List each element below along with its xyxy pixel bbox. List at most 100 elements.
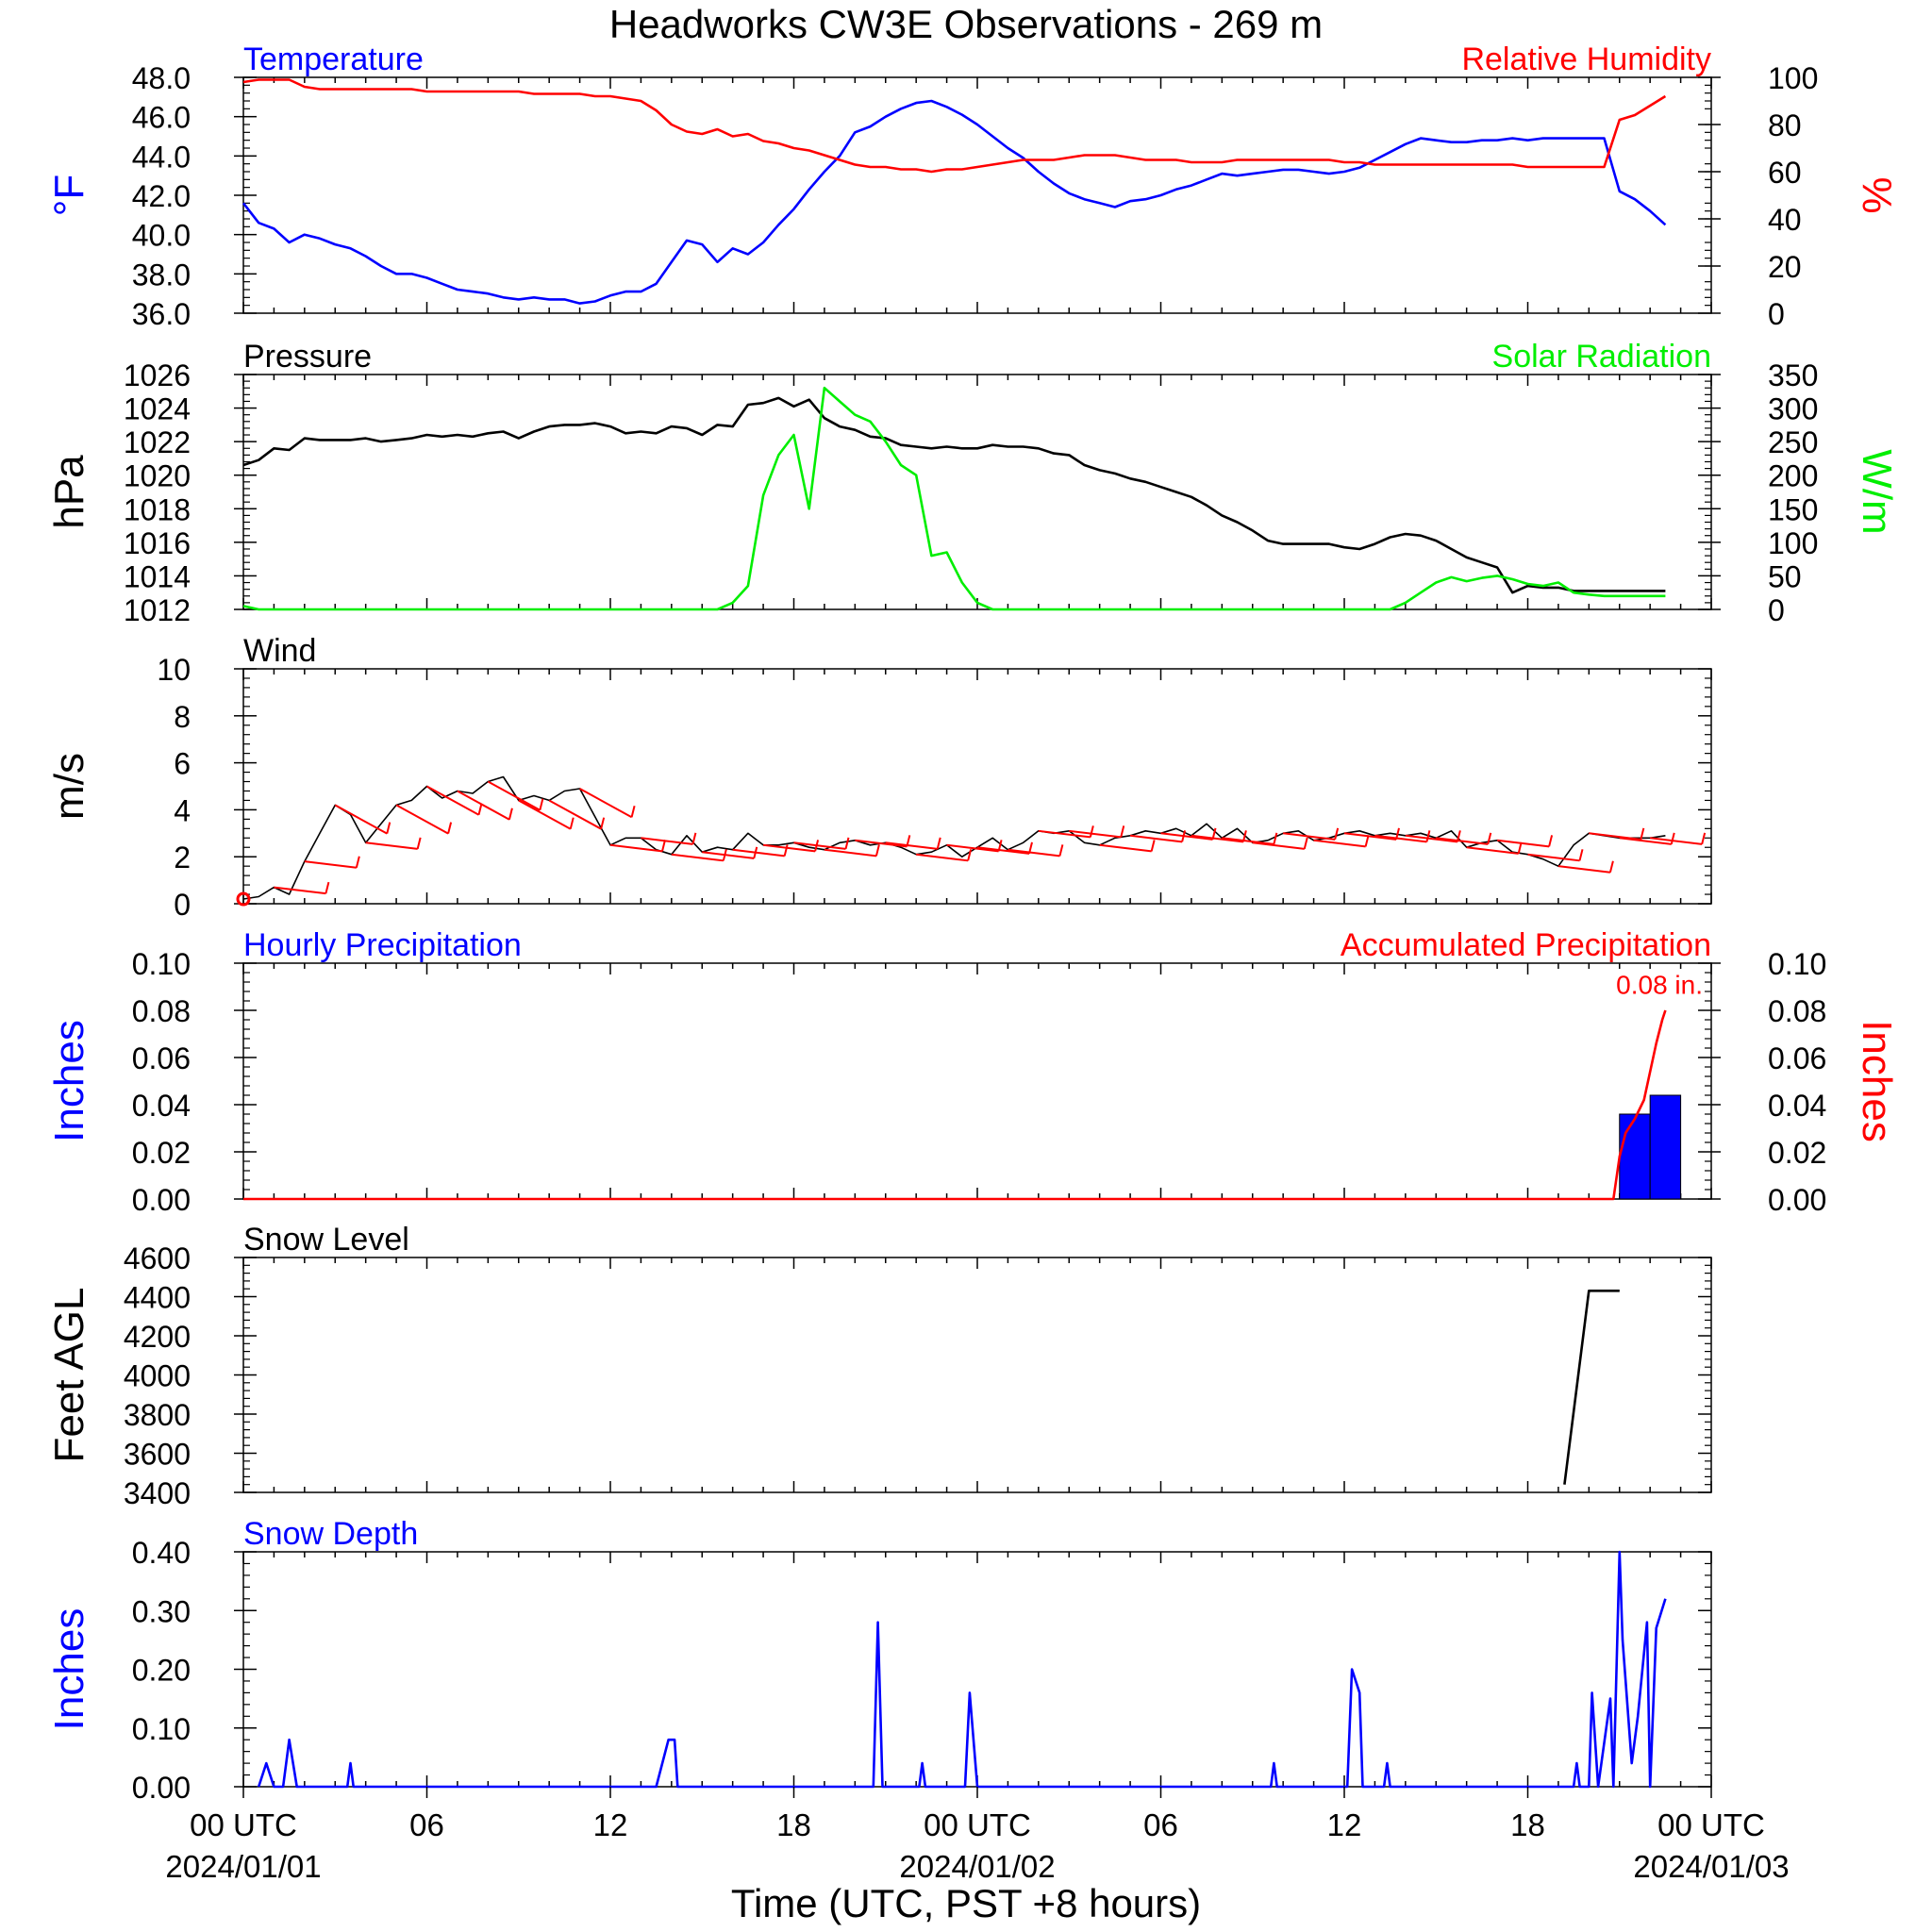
chart-title: Headworks CW3E Observations - 269 m (609, 2, 1323, 46)
y-tick-label-right: 0.06 (1768, 1041, 1826, 1075)
x-tick-label: 00 UTC (190, 1807, 297, 1842)
wind-barb (1589, 832, 1641, 841)
wind-barb (426, 785, 479, 816)
time-axis: 00 UTC 2024/01/01 06 12 18 00 UTC 2024/01/02 06… (165, 1787, 1790, 1884)
wind-barb-flag (569, 817, 575, 829)
wind-barb (518, 799, 572, 830)
y-tick-label-right: 0 (1768, 297, 1785, 331)
panel-title-left: Pressure (243, 339, 372, 375)
panel-title-left: Snow Depth (243, 1516, 418, 1552)
panel-snow_level: 3400 3600 3800 4000 4200 4400 4600 Snow Level Fe… (46, 1222, 1712, 1510)
y-tick-label-left: 48.0 (132, 61, 191, 95)
wind-barb-flag (1334, 827, 1340, 841)
wind-barb-flag (630, 805, 636, 818)
wind-barb (365, 841, 418, 850)
y-tick-label-left: 0.00 (132, 1771, 191, 1805)
panel-frame (242, 1257, 1712, 1493)
panel-wind: 0 2 4 6 8 10 Wind m/s (46, 633, 1712, 922)
wind-barb-flag (1578, 849, 1584, 861)
y-tick-label-left: 3400 (124, 1476, 191, 1510)
panel-frame (242, 962, 1712, 1200)
wind-barb-flag (416, 837, 422, 850)
wind-barb (1650, 837, 1703, 845)
y-tick-label-left: 4200 (124, 1320, 191, 1354)
y-tick-label-left: 2 (174, 841, 191, 874)
y-tick-label-left: 38.0 (132, 258, 191, 291)
wind-barb (1343, 832, 1397, 841)
wind-barb-flag (1120, 825, 1125, 838)
panel-title-left: Hourly Precipitation (243, 927, 522, 963)
y-tick-label-right: 60 (1768, 156, 1802, 190)
wind-barb-flag (1517, 841, 1523, 855)
series-line (1563, 1290, 1620, 1485)
y-tick-label-left: 4400 (124, 1281, 191, 1315)
panel-title-right: Relative Humidity (1461, 42, 1711, 77)
panel-snow_depth: 0.00 0.10 0.20 0.30 0.40 Snow Depth Inches (46, 1516, 1712, 1805)
accumulated-total-label: 0.08 in. (1616, 971, 1703, 1000)
wind-barb (671, 853, 724, 862)
wind-barb-flag (386, 822, 391, 834)
wind-barb-flag (1058, 844, 1064, 857)
y-tick-label-left: 42.0 (132, 179, 191, 213)
wind-barb (334, 804, 388, 835)
y-tick-label-left: 1026 (124, 358, 191, 392)
y-tick-label-left: 4 (174, 793, 191, 827)
y-tick-label-right: 0.02 (1768, 1136, 1826, 1170)
panel-title-right: Accumulated Precipitation (1341, 927, 1711, 963)
wind-barb (487, 780, 541, 811)
x-tick-label: 06 (1143, 1807, 1178, 1842)
wind-barb (946, 843, 999, 853)
wind-barb-flag (936, 837, 941, 850)
wind-barb (579, 788, 633, 819)
series-line (242, 396, 1666, 594)
wind-barb-flag (447, 822, 453, 834)
x-tick-label: 00 UTC (1657, 1807, 1765, 1842)
wind-barb-flag (1273, 832, 1278, 845)
panel-precip: 0.00 0.02 0.04 0.06 0.08 0.10 0.00 0.02 0.04 0.06… (46, 927, 1900, 1217)
y-tick-label-right: 100 (1768, 61, 1818, 95)
wind-barb (885, 841, 938, 850)
wind-barb-flag (1701, 832, 1707, 845)
y-tick-label-right: 200 (1768, 459, 1818, 493)
y-tick-label-left: 4000 (124, 1359, 191, 1393)
y-tick-label-right: 50 (1768, 559, 1802, 593)
y-tick-label-right: 20 (1768, 250, 1802, 284)
wind-barb-flag (539, 798, 544, 811)
y-tick-label-left: 0.04 (132, 1089, 191, 1123)
y-tick-label-left: 0.10 (132, 947, 191, 981)
y-tick-label-right: 80 (1768, 108, 1802, 142)
y-tick-label-left: 0 (174, 888, 191, 922)
y-tick-label-left: 0.06 (132, 1041, 191, 1075)
wind-barb-flag (1608, 860, 1614, 874)
y-axis-label-right: Inches (1854, 1020, 1900, 1142)
wind-barb (1466, 846, 1519, 855)
y-tick-label-left: 8 (174, 700, 191, 734)
y-tick-label-right: 0.08 (1768, 994, 1826, 1028)
y-tick-label-right: 100 (1768, 526, 1818, 560)
wind-barb (702, 851, 755, 859)
wind-barb-flag (691, 832, 697, 845)
y-tick-label-right: 250 (1768, 425, 1818, 459)
wind-barb (1283, 832, 1336, 841)
wind-barb (824, 848, 877, 858)
wind-barb (1222, 837, 1274, 845)
series-line (242, 386, 1666, 611)
wind-barb (1405, 834, 1457, 843)
y-axis-label-left: °F (46, 175, 92, 216)
y-tick-label-left: 1014 (124, 559, 191, 593)
y-tick-label-right: 40 (1768, 203, 1802, 237)
y-tick-label-left: 3800 (124, 1398, 191, 1432)
wind-barb (274, 886, 326, 895)
series-line (242, 775, 1666, 900)
y-tick-label-left: 0.00 (132, 1183, 191, 1217)
wind-barb (1436, 837, 1489, 845)
wind-barb (641, 837, 693, 845)
wind-barb-flag (1640, 827, 1645, 841)
y-tick-label-left: 10 (157, 653, 191, 687)
wind-barb-flag (967, 849, 973, 861)
x-tick-label: 18 (1510, 1807, 1545, 1842)
wind-barb-flag (600, 817, 606, 829)
wind-barb (855, 839, 908, 848)
x-tick-label: 06 (409, 1807, 444, 1842)
